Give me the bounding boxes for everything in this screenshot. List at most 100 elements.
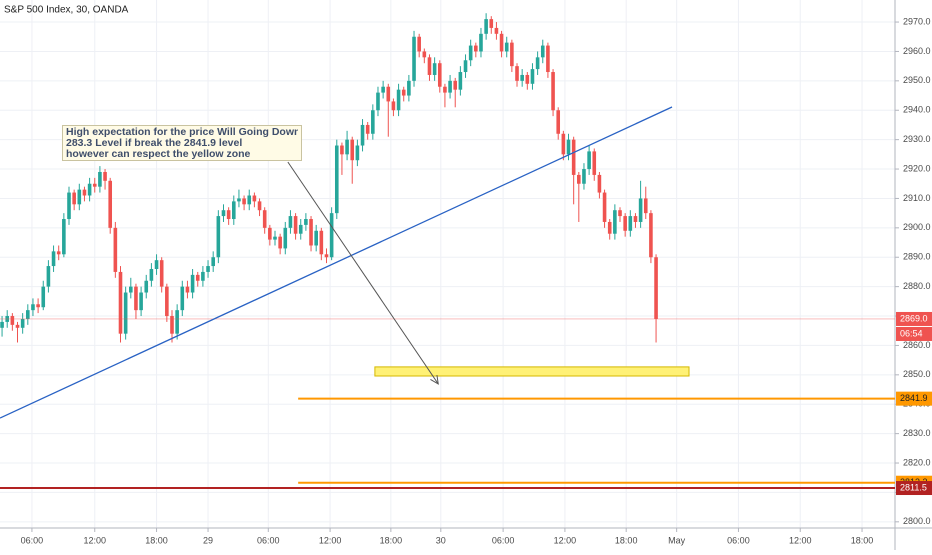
candle-body: [649, 213, 653, 258]
candle-body: [602, 192, 607, 222]
y-tick-label: 2950.0: [903, 75, 931, 85]
candle-body: [546, 45, 550, 73]
candle-body: [427, 57, 432, 75]
candle-body: [67, 192, 71, 220]
y-tick-label: 2960.0: [903, 46, 931, 56]
candle-body: [134, 286, 138, 311]
candle-body: [463, 60, 468, 73]
candle-body: [262, 210, 267, 228]
candle-body: [504, 42, 509, 52]
candle-body: [412, 36, 416, 81]
x-tick-label: May: [668, 535, 686, 545]
candle-body: [407, 80, 411, 96]
candle-body: [314, 230, 318, 246]
level-label: 2811.5: [900, 482, 927, 492]
candle-body: [628, 216, 633, 231]
candle-body: [165, 286, 169, 317]
yellow-zone: [374, 366, 690, 377]
candle-body: [417, 36, 421, 52]
candle-body: [525, 74, 530, 84]
x-tick-label: 06:00: [21, 535, 44, 545]
x-tick-label: 06:00: [727, 535, 750, 545]
candle-body: [201, 271, 205, 281]
annotation-line: however can respect the yellow zone: [66, 149, 251, 160]
y-tick-label: 2930.0: [903, 134, 931, 144]
candle-body: [231, 201, 236, 220]
candle-body: [391, 101, 396, 111]
candle-body: [577, 174, 581, 184]
x-tick-label: 06:00: [257, 535, 280, 545]
x-tick-label: 29: [203, 535, 213, 545]
candle-body: [87, 183, 92, 196]
candle-body: [556, 110, 561, 134]
candle-body: [221, 210, 226, 217]
level-label-bg: [896, 391, 932, 406]
candle-body: [376, 92, 380, 111]
y-tick-label: 2920.0: [903, 163, 931, 173]
annotation-line: High expectation for the price Will Goin…: [66, 127, 298, 138]
candle-body: [273, 236, 277, 240]
candle-body: [432, 63, 437, 75]
x-tick-label: 12:00: [319, 535, 342, 545]
candle-body: [530, 69, 535, 84]
candle-body: [468, 45, 473, 61]
candle-body: [108, 180, 113, 228]
x-tick-label: 12:00: [554, 535, 577, 545]
candle-body: [613, 210, 617, 234]
candle-body: [437, 63, 442, 87]
candle-body: [422, 51, 427, 58]
candle-body: [587, 151, 591, 170]
candle-body: [329, 213, 334, 258]
candle-body: [103, 171, 107, 181]
countdown-label-bg: [896, 326, 932, 341]
x-tick-label: 18:00: [851, 535, 874, 545]
candle-body: [592, 151, 597, 175]
candle-body: [633, 216, 638, 222]
candle-body: [144, 280, 149, 293]
candle-body: [520, 74, 524, 81]
candle-body: [288, 216, 293, 228]
y-tick-label: 2940.0: [903, 105, 931, 115]
y-tick-label: 2800.0: [903, 516, 931, 526]
arrow-line: [287, 161, 439, 385]
candle-body: [396, 89, 401, 111]
candle-body: [319, 230, 324, 255]
candle-body: [479, 33, 483, 52]
candle-body: [324, 254, 329, 258]
y-tick-label: 2820.0: [903, 457, 931, 467]
candle-body: [340, 145, 344, 155]
candle-body: [453, 80, 458, 90]
candle-body: [458, 72, 463, 90]
candle-body: [195, 274, 200, 281]
candle-body: [113, 227, 118, 272]
candle-body: [283, 227, 288, 249]
candle-body: [360, 124, 365, 146]
candle-body: [46, 266, 51, 287]
y-tick-label: 2970.0: [903, 16, 931, 26]
candle-body: [257, 201, 262, 211]
grid: [0, 0, 895, 528]
y-tick-label: 2900.0: [903, 222, 931, 232]
x-tick-label: 06:00: [492, 535, 515, 545]
candle-body: [268, 227, 272, 240]
candle-body: [185, 286, 190, 293]
candle-body: [20, 318, 25, 328]
candle-body: [638, 198, 643, 222]
candle-body: [443, 86, 447, 93]
candle-body: [226, 210, 231, 220]
candle-body: [401, 89, 406, 96]
candle-body: [515, 66, 519, 81]
y-tick-label: 2890.0: [903, 252, 931, 262]
candle-body: [211, 257, 215, 267]
candle-body: [334, 145, 339, 214]
candle-body: [139, 292, 143, 311]
candle-body: [98, 171, 102, 187]
candle-body: [26, 310, 30, 319]
candle-body: [216, 216, 221, 258]
level-label: 2841.9: [900, 393, 928, 403]
countdown-label: 06:54: [900, 328, 923, 338]
candle-body: [489, 19, 494, 28]
candle-body: [0, 321, 4, 328]
candle-body: [154, 260, 159, 269]
candle-body: [654, 257, 658, 319]
